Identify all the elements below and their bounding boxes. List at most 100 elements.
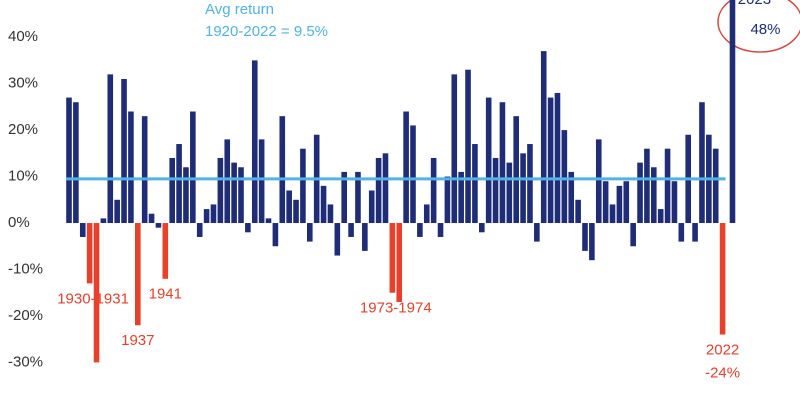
bar-label: 2023 <box>738 0 771 8</box>
bar <box>121 78 127 224</box>
y-tick-label: 40% <box>8 28 38 45</box>
bar <box>265 218 272 224</box>
bar <box>534 223 540 242</box>
bar <box>623 181 630 224</box>
bar <box>300 148 306 224</box>
bar <box>609 204 616 224</box>
bar-label: 2022 <box>706 342 739 359</box>
bar <box>327 204 334 224</box>
bar <box>699 102 705 224</box>
bar <box>547 97 554 224</box>
bar <box>513 116 519 224</box>
bar <box>107 74 114 224</box>
bar <box>169 157 175 224</box>
bar <box>403 111 409 224</box>
bar <box>437 223 444 237</box>
bar <box>293 199 299 224</box>
bar <box>554 92 561 224</box>
bar <box>458 171 464 224</box>
bar <box>678 223 685 242</box>
bar <box>355 171 361 224</box>
bar <box>362 223 368 251</box>
bar <box>176 144 182 224</box>
bar <box>410 125 416 224</box>
bar <box>451 74 458 224</box>
bar <box>224 139 231 224</box>
highlight-circle <box>717 0 800 53</box>
bar <box>286 190 292 224</box>
bar <box>582 223 588 251</box>
bar <box>417 223 423 237</box>
bar <box>499 102 506 224</box>
bar <box>485 97 492 224</box>
bar <box>258 139 265 224</box>
bar <box>568 171 575 224</box>
bar <box>671 181 678 224</box>
bar <box>712 148 719 224</box>
bar <box>506 162 513 224</box>
bar-label: 1937 <box>121 332 154 349</box>
bar <box>465 69 471 224</box>
bar <box>527 144 533 224</box>
bar <box>245 223 251 233</box>
bar-label: 1973-1974 <box>360 300 432 317</box>
bar <box>66 97 72 224</box>
bar <box>128 111 134 224</box>
bar <box>217 157 224 224</box>
bar <box>657 209 664 224</box>
bar <box>602 181 609 224</box>
bar <box>375 157 382 224</box>
bar <box>320 185 327 224</box>
y-tick-label: 0% <box>8 214 30 231</box>
bar <box>595 139 602 224</box>
y-tick-label: 20% <box>8 121 38 138</box>
bar <box>272 223 279 247</box>
bar <box>135 223 141 326</box>
bar <box>423 204 430 224</box>
bar <box>162 223 169 279</box>
bar <box>430 157 437 224</box>
bar <box>251 60 258 224</box>
bar <box>616 185 623 224</box>
bar <box>190 111 196 224</box>
bar <box>93 223 100 363</box>
bar <box>444 176 451 224</box>
y-tick-label: -20% <box>8 307 43 324</box>
bar <box>231 162 237 224</box>
bar <box>141 116 148 224</box>
bar <box>196 223 203 237</box>
bar <box>382 153 389 224</box>
bar <box>520 153 526 224</box>
bar <box>396 223 403 303</box>
annotation: 1920-2022 = 9.5% <box>205 23 328 40</box>
bar <box>86 223 93 284</box>
annotation: Avg return <box>205 1 274 18</box>
bar <box>73 102 79 224</box>
value-label: -24% <box>705 365 740 382</box>
bar <box>719 223 726 335</box>
bar <box>492 157 499 224</box>
bar <box>637 162 643 224</box>
bar <box>644 148 650 224</box>
y-tick-label: -30% <box>8 353 43 370</box>
value-label: 48% <box>750 21 780 38</box>
bar <box>692 223 698 242</box>
bar <box>575 199 581 224</box>
bar <box>472 144 478 224</box>
bar <box>155 223 162 228</box>
bar <box>183 167 189 224</box>
bar <box>210 204 217 224</box>
bar <box>664 148 671 224</box>
y-tick-label: -10% <box>8 260 43 277</box>
bar <box>389 223 396 293</box>
bar-label: 1930-1931 <box>57 290 129 307</box>
bar <box>334 223 341 256</box>
bar <box>729 0 736 224</box>
bar <box>651 167 657 224</box>
bar <box>114 199 120 224</box>
bar <box>148 213 155 224</box>
bar-label: 1941 <box>149 286 182 303</box>
bar <box>630 223 636 247</box>
bar <box>203 209 210 224</box>
